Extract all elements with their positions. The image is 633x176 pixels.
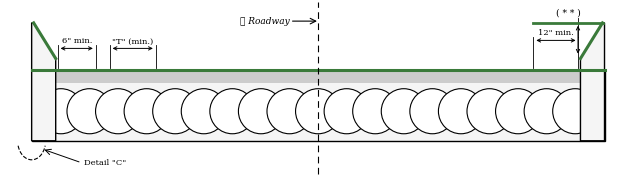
- Circle shape: [96, 89, 141, 134]
- Bar: [32, 70, 605, 141]
- Text: 12" min.: 12" min.: [538, 29, 574, 37]
- Polygon shape: [580, 23, 605, 141]
- Circle shape: [181, 89, 227, 134]
- Circle shape: [39, 89, 84, 134]
- Circle shape: [496, 89, 541, 134]
- Text: ( * * ): ( * * ): [556, 9, 580, 18]
- Circle shape: [210, 89, 255, 134]
- Circle shape: [296, 89, 341, 134]
- Circle shape: [381, 89, 427, 134]
- Circle shape: [467, 89, 512, 134]
- Circle shape: [410, 89, 455, 134]
- Circle shape: [553, 89, 598, 134]
- Text: "T" (min.): "T" (min.): [112, 37, 153, 45]
- Polygon shape: [32, 23, 56, 141]
- Bar: [32, 70, 605, 83]
- Text: ℄ Roadway: ℄ Roadway: [240, 17, 290, 26]
- Circle shape: [124, 89, 169, 134]
- Circle shape: [267, 89, 312, 134]
- Circle shape: [67, 89, 112, 134]
- Circle shape: [353, 89, 398, 134]
- Circle shape: [239, 89, 284, 134]
- Circle shape: [524, 89, 569, 134]
- Text: 6" min.: 6" min.: [61, 37, 92, 45]
- Circle shape: [324, 89, 369, 134]
- Circle shape: [153, 89, 197, 134]
- Circle shape: [439, 89, 484, 134]
- Text: Detail "C": Detail "C": [84, 159, 126, 167]
